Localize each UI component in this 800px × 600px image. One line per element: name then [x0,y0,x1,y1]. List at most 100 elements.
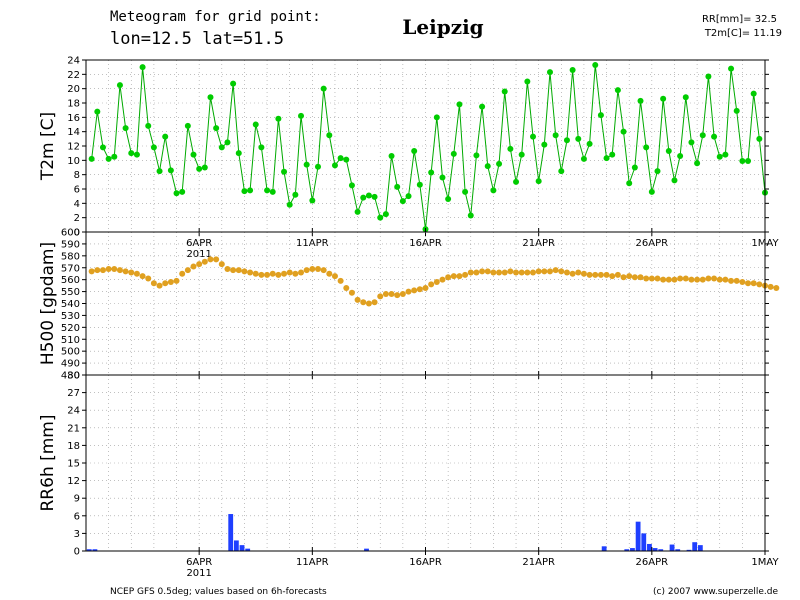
h500-point [456,273,463,280]
h500-point [705,275,712,282]
x-date-label: 21APR [522,238,555,249]
h500-point [269,270,276,277]
rr6h-bar [630,548,635,551]
t2m-point [303,161,310,168]
t2m-point [314,163,321,170]
t2m-point [563,137,570,144]
t2m-point [750,90,757,97]
t2m-point [179,188,186,195]
t2m-point [326,132,333,139]
t2m-point [405,193,412,200]
h500-point [575,269,582,276]
t2m-point [365,192,372,199]
y-tick-label: 570 [61,263,80,274]
h500-point [756,281,763,288]
rr6h-bar [624,549,630,551]
t2m-point [722,151,729,158]
h500-point [258,271,265,278]
h500-point [416,286,423,293]
h500-point [462,271,469,278]
t2m-point [399,198,406,205]
h500-point [688,276,695,283]
x-year-label: 2011 [186,568,211,579]
h500-point [671,276,678,283]
h500-point [122,268,129,275]
t2m-point [411,148,418,155]
y-tick-label: 0 [74,228,80,239]
t2m-point [694,160,701,167]
t2m-point [281,168,288,175]
t2m-point [654,168,661,175]
panel-frame [85,59,766,233]
t2m-point [739,158,746,165]
h500-point [773,285,780,292]
t2m-point [637,97,644,104]
h500-point [614,271,621,278]
t2m-point [196,165,203,172]
x-date-label: 16APR [409,557,442,568]
h500-point [111,265,118,272]
rr6h-bar [675,549,681,551]
t2m-point [190,151,197,158]
t2m-point [235,150,242,157]
t2m-point [524,78,531,85]
t2m-point [292,191,299,198]
t2m-line [91,64,766,230]
t2m-point [541,141,548,148]
t2m-mean-label: T2m[C]= 11.19 [704,28,782,39]
h500-point [722,276,729,283]
h500-point [490,269,497,276]
h500-axis-title: H500 [gpdam] [38,242,58,365]
h500-point [654,275,661,282]
h500-point [145,275,152,282]
rr6h-bar [86,549,92,551]
h500-point [728,277,735,284]
y-tick-label: 510 [61,335,80,346]
t2m-point [711,133,718,140]
t2m-point [756,135,763,142]
y-tick-label: 9 [74,494,80,505]
footer-copyright: (c) 2007 www.superzelle.de [653,587,778,597]
h500-point [473,269,480,276]
t2m-point [343,156,350,163]
h500-point [660,276,667,283]
t2m-point [133,151,140,158]
t2m-point [173,190,180,197]
h500-point [309,265,316,272]
rr6h-bar [92,549,98,551]
t2m-point [614,87,621,94]
t2m-point [218,144,225,151]
t2m-point [99,144,106,151]
t2m-point [433,114,440,121]
t2m-point [507,145,514,152]
y-tick-label: 18 [67,99,80,110]
h500-point [716,276,723,283]
h500-point [428,281,435,288]
t2m-point [456,101,463,108]
t2m-point [122,125,129,132]
h500-point [213,256,220,263]
rr6h-bar [635,521,641,551]
h500-point [665,276,672,283]
t2m-point [128,150,135,157]
h500-point [524,269,531,276]
h500-point [767,283,774,290]
x-date-label: 6APR [186,557,212,568]
t2m-point [309,197,316,204]
t2m-point [501,88,508,95]
t2m-point [677,153,684,160]
h500-point [694,276,701,283]
h500-point [201,258,208,265]
h500-point [541,268,548,275]
h500-point [382,290,389,297]
t2m-point [597,112,604,119]
y-tick-label: 530 [61,311,80,322]
h500-point [467,269,474,276]
h500-point [286,269,293,276]
h500-point [422,285,429,292]
h500-point [281,270,288,277]
h500-point [88,268,95,275]
h500-point [405,288,412,295]
t2m-point [546,69,553,76]
t2m-point [728,65,735,72]
